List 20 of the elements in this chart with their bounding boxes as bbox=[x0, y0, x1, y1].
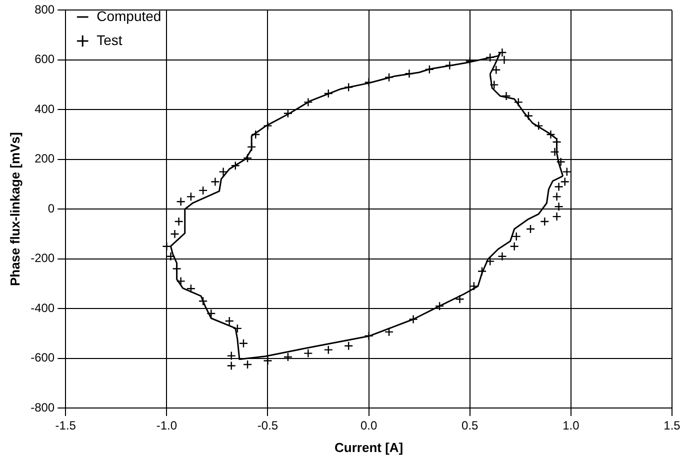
y-tick-label: -800 bbox=[30, 400, 55, 414]
y-tick-label: 0 bbox=[48, 201, 55, 216]
x-tick-label: 0.0 bbox=[360, 418, 378, 433]
x-tick-label: -1.0 bbox=[156, 418, 178, 433]
legend-label: Test bbox=[96, 32, 122, 48]
y-tick-label: 400 bbox=[34, 102, 55, 116]
y-tick-label: 200 bbox=[34, 152, 55, 166]
x-tick-label: 1.5 bbox=[664, 418, 681, 433]
x-tick-label: 1.0 bbox=[562, 418, 580, 433]
legend-label: Computed bbox=[96, 8, 162, 24]
y-tick-label: 600 bbox=[34, 52, 55, 66]
y-tick-label: -200 bbox=[30, 251, 55, 266]
y-tick-label: -400 bbox=[30, 300, 55, 315]
x-tick-label: -1.5 bbox=[55, 418, 76, 433]
x-axis-title: Current [A] bbox=[334, 440, 404, 455]
y-tick-label: -600 bbox=[30, 350, 55, 365]
y-axis-title: Phase flux-linkage [mVs] bbox=[7, 132, 22, 286]
x-tick-label: 0.5 bbox=[462, 418, 479, 433]
y-tick-label: 800 bbox=[34, 2, 55, 17]
x-tick-label: -0.5 bbox=[257, 418, 278, 433]
